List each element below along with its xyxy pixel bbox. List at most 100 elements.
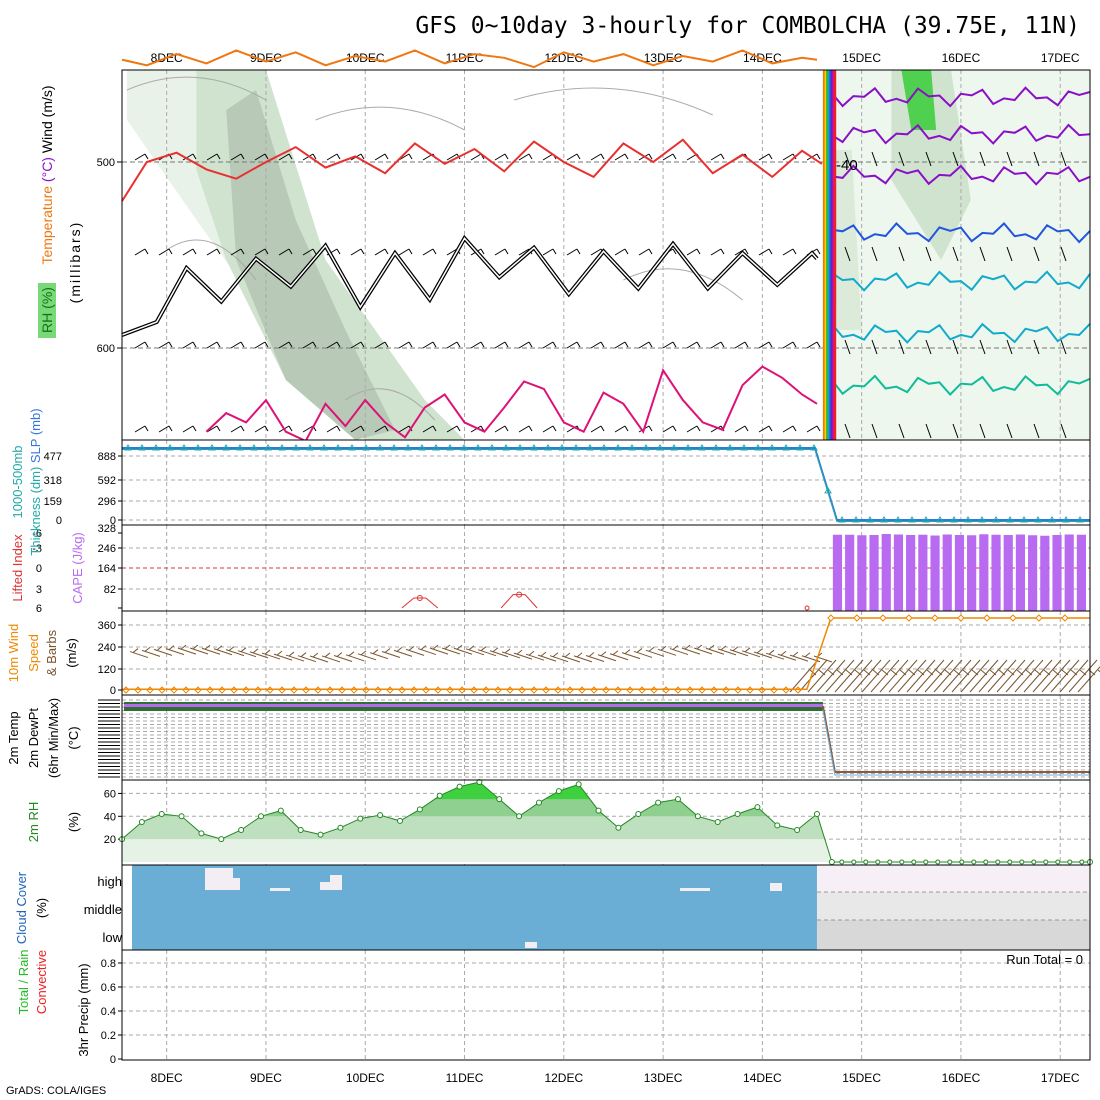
- wind-barb: [374, 153, 386, 161]
- y-tick-label-cape: 82: [104, 584, 116, 596]
- wind-marker: [218, 686, 226, 694]
- thickness-marker: [796, 444, 804, 451]
- wind-barb: [782, 153, 794, 161]
- contour-label: -40: [836, 157, 858, 174]
- y-axis-label: Cloud Cover: [14, 871, 29, 944]
- wind-barb: [446, 248, 458, 256]
- wind-barb: [825, 659, 855, 693]
- y-axis-label: (%): [66, 812, 81, 832]
- wind-barb: [720, 248, 725, 255]
- temp-contour-black-inner: [121, 237, 818, 336]
- y-axis-labels: RH (%)Temperature (°C) Wind (m/s) (milli…: [6, 85, 91, 1056]
- day-label-bottom: 13DEC: [644, 1071, 683, 1085]
- wind-barb: [648, 341, 653, 348]
- wind-marker: [638, 686, 646, 694]
- wind-marker: [518, 686, 526, 694]
- y-tick-label-slp: 296: [98, 496, 116, 508]
- wind-barb: [744, 341, 749, 348]
- wind-marker: [122, 686, 130, 694]
- wind-barb: [494, 341, 506, 349]
- wind-barb: [192, 644, 199, 650]
- thickness-marker: [516, 444, 524, 451]
- wind-barb: [1032, 659, 1062, 693]
- day-label-bottom: 17DEC: [1041, 1071, 1080, 1085]
- wind-barb: [816, 248, 821, 255]
- cape-bar: [857, 535, 867, 611]
- wind-barb: [576, 341, 581, 348]
- temp-contour-cyan-2: [831, 322, 1091, 344]
- panel-cloud: high middle low: [84, 864, 1091, 951]
- wind-barb: [696, 644, 703, 650]
- wind-marker: [905, 614, 913, 622]
- wind-barb: [312, 153, 317, 160]
- rh2m-marker: [1019, 859, 1025, 865]
- wind-barb: [254, 248, 266, 256]
- wind-barb: [470, 425, 482, 433]
- wind-barb: [758, 341, 770, 349]
- rh2m-marker: [218, 836, 225, 843]
- wind-barb: [564, 652, 571, 658]
- wind-barb: [326, 153, 338, 161]
- rh-contour: [345, 388, 436, 421]
- wind-barb: [816, 425, 821, 432]
- wind-barb: [384, 425, 389, 432]
- wind-barb: [240, 153, 245, 160]
- wind-barb: [264, 425, 269, 432]
- y-axis-label-part: Lifted Index: [10, 534, 25, 602]
- y-axis-label-part: 3hr Precip (mm): [76, 963, 91, 1056]
- wind-barb: [588, 652, 595, 657]
- wind-barb: [792, 651, 799, 657]
- rh2m-marker: [694, 813, 701, 820]
- wind-barb: [528, 650, 535, 656]
- cloud-high-after: [816, 865, 1090, 892]
- wind-barb: [638, 248, 650, 256]
- thickness-marker: [376, 444, 384, 451]
- thickness-marker: [866, 516, 874, 523]
- wind-barb: [624, 649, 631, 655]
- wind-barb: [494, 425, 506, 433]
- wind-barb: [132, 648, 139, 653]
- wind-marker: [698, 686, 706, 694]
- wind-marker: [566, 686, 574, 694]
- dewpoint-band: [124, 704, 823, 707]
- wind-barb: [1006, 151, 1013, 167]
- wind-barb: [898, 246, 905, 262]
- y-tick-label: 159: [44, 496, 62, 508]
- wind-marker: [782, 686, 790, 694]
- cape-bar: [942, 534, 952, 611]
- thickness-marker: [768, 444, 776, 451]
- temp-contour-blue: [831, 222, 1091, 244]
- panel-bg: [122, 440, 1090, 525]
- wind-marker: [254, 686, 262, 694]
- wind-barb: [861, 659, 891, 693]
- wind-barb: [979, 246, 986, 262]
- wind-barb: [648, 646, 655, 652]
- wind-barb: [843, 659, 873, 693]
- wind-marker: [134, 686, 142, 694]
- wind-barb: [952, 151, 959, 167]
- wind-marker: [554, 686, 562, 694]
- y-tick-label: -3: [32, 543, 42, 555]
- wind-barb: [300, 652, 307, 658]
- day-label-bottom: 8DEC: [151, 1071, 183, 1085]
- wind-barb: [396, 646, 403, 652]
- wind-barb: [898, 151, 905, 167]
- thickness-marker: [964, 516, 972, 523]
- wind-barb: [240, 647, 247, 653]
- wind-barb: [206, 341, 218, 349]
- y-axis-label: CAPE (J/kg): [70, 532, 85, 604]
- wind-barb: [686, 425, 698, 433]
- lifted-index-marker: [416, 595, 423, 601]
- wind-barb: [540, 651, 547, 657]
- wind-barb: [696, 341, 701, 348]
- y-axis-label: 1000-500mb: [10, 446, 25, 519]
- wind-barb: [360, 650, 367, 656]
- wind-barb: [844, 423, 851, 439]
- wind-barb: [576, 153, 581, 160]
- rh-contour: [623, 268, 743, 301]
- cape-bar: [991, 534, 1001, 611]
- day-label-bottom: 9DEC: [250, 1071, 282, 1085]
- y-axis-label-part: (m/s): [64, 638, 79, 668]
- cloud-gap: [330, 875, 342, 890]
- rh-contour: [126, 76, 267, 101]
